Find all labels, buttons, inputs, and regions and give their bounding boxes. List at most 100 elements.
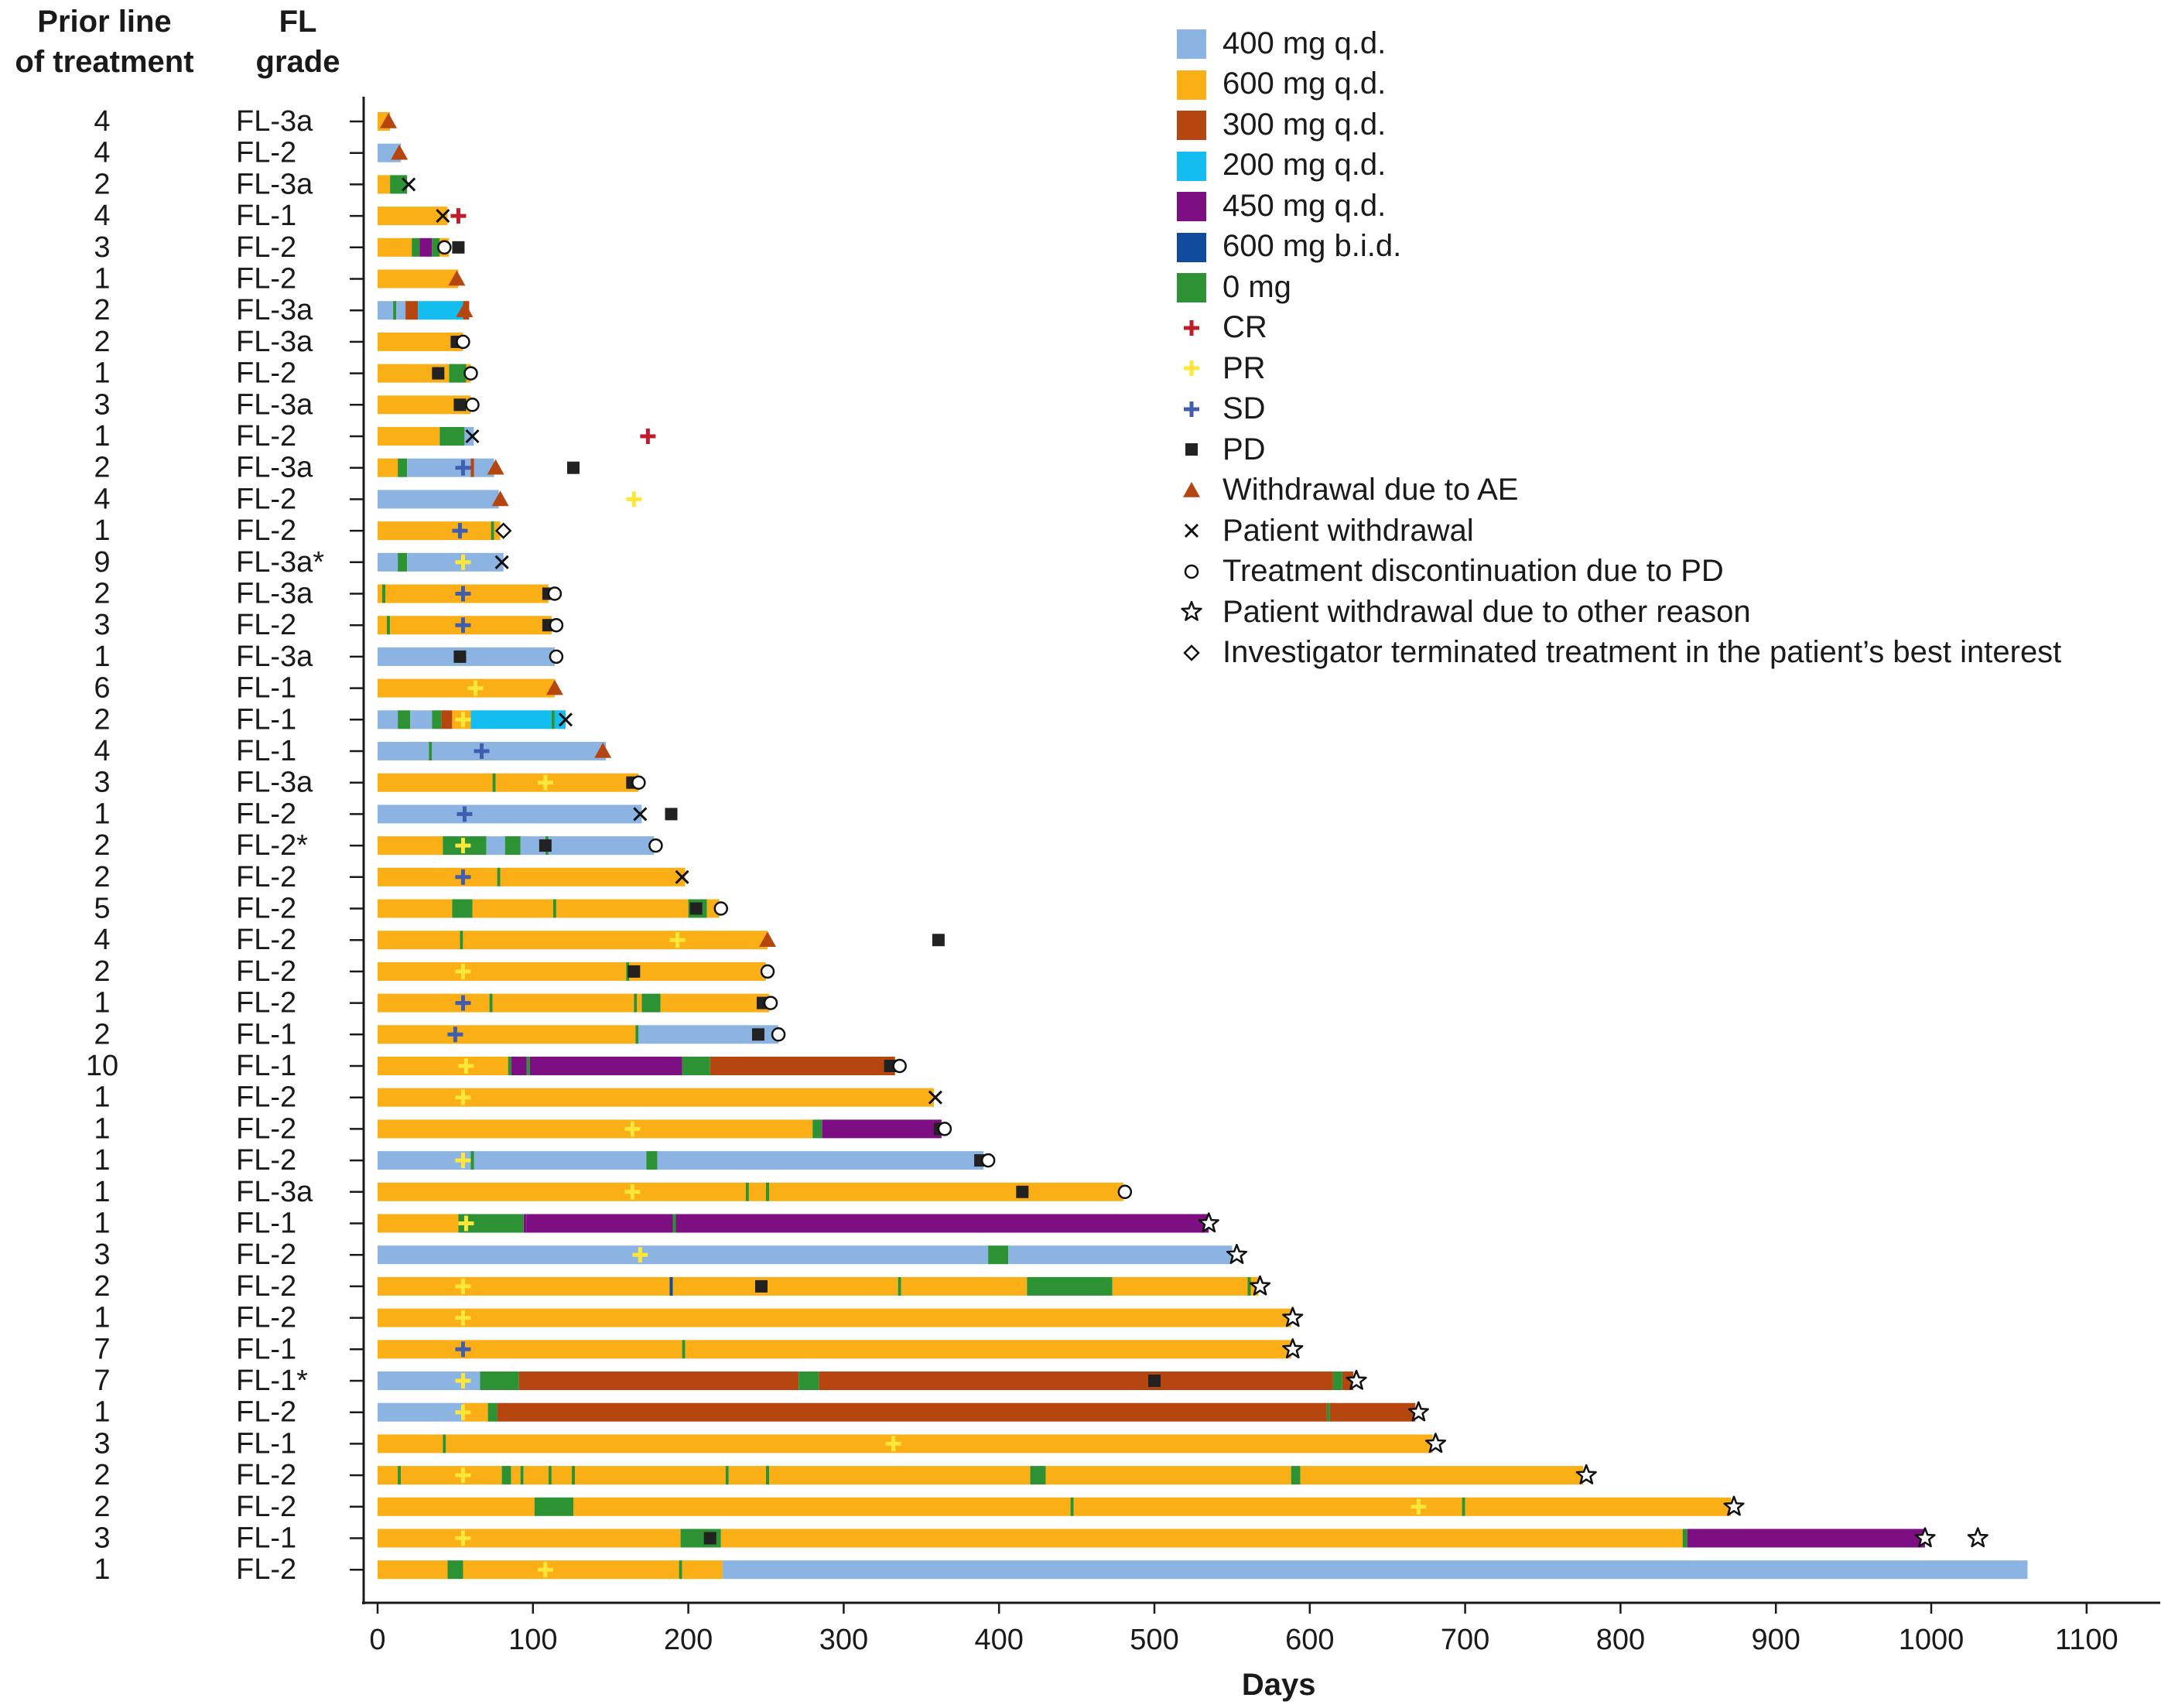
marker-OR-star	[1282, 1338, 1304, 1359]
marker-OR	[1967, 1527, 1988, 1548]
legend-label: 600 mg b.i.d.	[1222, 229, 1402, 264]
legend-label: 400 mg q.d.	[1222, 26, 1387, 60]
prior-line-label: 1	[94, 514, 110, 547]
bar-segment-600	[401, 1466, 502, 1485]
fl-grade-label: FL-1	[236, 1050, 296, 1082]
x-tick-label: 900	[1751, 1624, 1800, 1656]
marker-OR	[1914, 1527, 1936, 1548]
marker-TD	[1117, 1184, 1133, 1200]
header-prior-line: Prior line of treatment	[0, 2, 209, 82]
marker-AE	[491, 490, 509, 507]
bar-segment-600	[728, 1466, 766, 1485]
bar-segment-600	[378, 773, 493, 792]
marker-OR	[1282, 1307, 1304, 1327]
bar-segment-300	[518, 1372, 799, 1390]
fl-grade-label: FL-1	[236, 1333, 296, 1365]
fl-grade-label: FL-2	[236, 231, 296, 264]
legend-item-400: 400 mg q.d.	[1168, 23, 2061, 64]
legend-marker-PR	[1184, 360, 1199, 377]
fl-grade-label: FL-3a*	[236, 546, 324, 579]
marker-TD-c	[1117, 1184, 1133, 1200]
bar-segment-200	[418, 301, 463, 320]
bar-segment-600	[378, 584, 382, 603]
bar-segment-600	[901, 1276, 1028, 1296]
bar-segment-0	[679, 1560, 682, 1580]
marker-OR	[1723, 1495, 1745, 1516]
bar-segment-450	[822, 1119, 942, 1139]
legend-item-0: 0 mg	[1168, 267, 2061, 308]
legend-marker-PD-sq	[1185, 443, 1198, 456]
bar-segment-0	[393, 301, 397, 320]
bar-segment-600	[378, 1119, 813, 1139]
legend-swatch	[1177, 232, 1206, 262]
marker-OR	[1575, 1464, 1597, 1484]
legend-label: 300 mg q.d.	[1222, 107, 1387, 142]
prior-line-label: 10	[86, 1050, 118, 1082]
marker-PW	[494, 555, 509, 569]
marker-TD	[763, 996, 778, 1010]
legend-item-450: 450 mg q.d.	[1168, 186, 2061, 227]
patient-row-25: 2 FL-2	[94, 861, 689, 893]
marker-TD-c	[549, 649, 564, 664]
legend-marker-PW-b	[1184, 524, 1199, 538]
bar-segment-0	[447, 1560, 463, 1580]
marker-AE-tri	[391, 144, 409, 160]
x-tick-label: 700	[1441, 1624, 1489, 1656]
x-tick-label: 0	[369, 1624, 385, 1656]
bar-segment-600	[378, 1308, 1291, 1327]
prior-line-label: 4	[94, 200, 110, 232]
marker-AE-tri	[448, 270, 466, 286]
marker-TD-c	[980, 1153, 996, 1168]
bar-segment-300	[405, 301, 419, 320]
bar-segment-0	[398, 552, 408, 572]
fl-grade-label: FL-2	[236, 1081, 296, 1114]
marker-PR	[458, 1058, 474, 1074]
patient-row-34: 1 FL-2	[94, 1144, 996, 1177]
bar-segment-0	[382, 584, 385, 603]
bar-segment-300	[819, 1372, 1333, 1390]
fl-grade-label: FL-3a	[236, 388, 313, 421]
bar-segment-600	[378, 1276, 670, 1296]
prior-line-label: 9	[94, 546, 110, 579]
bar-segment-600	[629, 962, 766, 981]
bar-segment-0	[429, 742, 433, 760]
marker-PD-sq	[932, 934, 945, 947]
legend-symbol	[1168, 470, 1215, 511]
marker-TD	[547, 586, 563, 601]
marker-PR	[455, 1278, 471, 1294]
bar-segment-600	[556, 899, 689, 918]
marker-CR	[450, 208, 467, 224]
bar-segment-600	[378, 962, 627, 981]
legend-marker-OR	[1181, 601, 1202, 621]
legend-item-200: 200 mg q.d.	[1168, 145, 2061, 186]
marker-OR	[1226, 1243, 1248, 1264]
marker-TD	[456, 334, 470, 350]
fl-grade-label: FL-2	[236, 357, 296, 390]
bar-segment-450	[529, 1057, 682, 1075]
fl-grade-label: FL-1	[236, 1018, 296, 1050]
legend-label: CR	[1222, 310, 1267, 345]
prior-line-label: 7	[94, 1365, 110, 1397]
bar-segment-600	[446, 1434, 1433, 1454]
bar-segment-400	[410, 710, 433, 729]
patient-row-46: 3 FL-1	[94, 1522, 1988, 1555]
bar-segment-600	[378, 931, 460, 950]
marker-PR	[455, 1310, 471, 1326]
patient-row-20: 2 FL-1	[94, 703, 573, 736]
marker-PR	[455, 963, 471, 979]
x-axis-title: Days	[1242, 1668, 1316, 1702]
bar-segment-400	[378, 1245, 989, 1265]
bar-segment-0	[452, 899, 473, 918]
legend-label: 600 mg q.d.	[1222, 67, 1387, 101]
patient-row-15: 9 FL-3a*	[94, 546, 509, 579]
bar-segment-0	[641, 993, 661, 1013]
prior-line-label: 4	[94, 105, 110, 138]
bar-segment-600	[523, 1466, 549, 1485]
legend-symbol	[1168, 104, 1215, 145]
patient-row-33: 1 FL-2	[94, 1112, 952, 1145]
prior-line-label: 2	[94, 829, 110, 862]
bar-segment-600	[378, 867, 498, 886]
patient-row-37: 3 FL-2	[94, 1238, 1248, 1271]
fl-grade-label: FL-3a	[236, 326, 313, 358]
prior-line-label: 3	[94, 231, 110, 264]
